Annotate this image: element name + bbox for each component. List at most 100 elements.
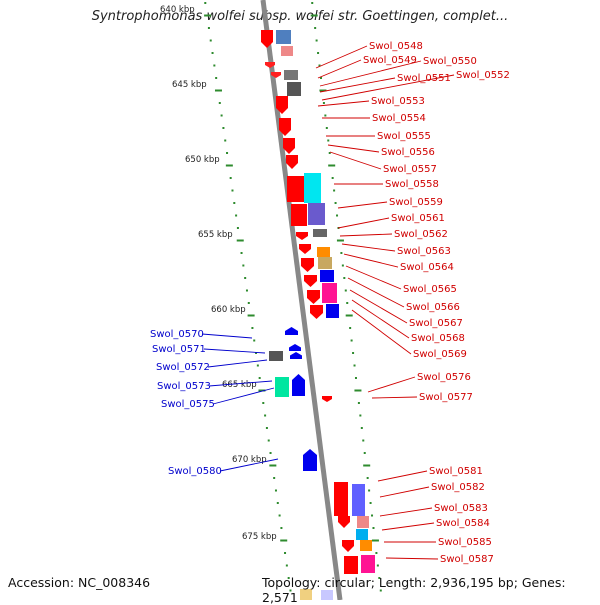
gene-box	[344, 556, 358, 574]
gene-arrow	[279, 118, 291, 136]
gene-box	[317, 247, 330, 257]
leader-line	[379, 507, 433, 517]
tick	[269, 452, 272, 454]
tick	[269, 464, 277, 467]
tick	[245, 289, 248, 292]
tick	[341, 264, 344, 267]
tick	[258, 377, 261, 379]
tick	[222, 127, 225, 129]
tick	[251, 327, 254, 329]
tick	[319, 77, 322, 79]
tick	[285, 564, 288, 567]
tick	[344, 289, 347, 292]
leader-line	[385, 557, 439, 560]
leader-line	[201, 333, 253, 339]
tick	[247, 302, 250, 304]
gene-labels: Swol_0548 Swol_0549 Swol_0550 Swol_0551 Swol…	[150, 41, 510, 565]
leader-line	[203, 348, 266, 354]
gene-box	[326, 304, 339, 318]
gene-box	[300, 589, 312, 600]
gene-label-forward: Swol_0551	[397, 73, 451, 84]
tick	[213, 64, 216, 67]
tick	[352, 352, 355, 354]
tick	[362, 439, 365, 442]
tick	[376, 564, 379, 567]
leader-line	[317, 59, 362, 79]
tick	[311, 2, 314, 4]
gene-box	[357, 516, 369, 528]
tick	[363, 452, 366, 454]
tick	[315, 39, 318, 42]
tick	[378, 577, 381, 579]
tick	[375, 552, 378, 554]
gene-box	[356, 529, 368, 540]
gene-arrow	[342, 540, 354, 552]
gene-arrow	[265, 62, 275, 68]
tick	[314, 27, 317, 29]
gene-label-forward: Swol_0568	[411, 333, 465, 344]
gene-label-forward: Swol_0559	[389, 197, 443, 208]
scale-label: 660 kbp	[211, 305, 246, 315]
tick	[354, 377, 357, 379]
tick	[258, 389, 266, 392]
tick	[336, 214, 339, 217]
gene-label-forward: Swol_0582	[431, 482, 485, 493]
tick	[236, 239, 244, 242]
leader-line	[381, 522, 435, 531]
leader-line	[327, 144, 380, 153]
gene-label-forward: Swol_0587	[440, 554, 494, 565]
gene-box	[321, 590, 333, 600]
gene-label-reverse: Swol_0573	[157, 381, 211, 392]
tick	[371, 514, 374, 517]
tick	[371, 539, 379, 542]
gene-box	[275, 377, 289, 397]
tick	[244, 277, 247, 279]
gene-label-forward: Swol_0553	[371, 96, 425, 107]
gene-label-forward: Swol_0576	[417, 372, 471, 383]
tick	[360, 427, 363, 429]
gene-label-forward: Swol_0561	[391, 213, 445, 224]
leader-line	[212, 387, 275, 405]
gene-arrow	[261, 30, 273, 48]
gene-label-forward: Swol_0583	[434, 503, 488, 514]
scale-label: 650 kbp	[185, 155, 220, 165]
tick	[204, 2, 207, 4]
gene-box	[287, 176, 305, 202]
gene-label-forward: Swol_0569	[413, 349, 467, 360]
leader-line	[367, 376, 416, 393]
tick	[240, 252, 243, 254]
gene-arrow	[290, 352, 302, 359]
gene-box	[281, 46, 293, 56]
gene-label-forward: Swol_0556	[381, 147, 435, 158]
scale-label: 640 kbp	[160, 5, 195, 15]
leader-line	[349, 289, 408, 324]
leader-line	[351, 299, 410, 339]
tick	[233, 202, 236, 204]
accession-label: Accession: NC_008346	[8, 575, 151, 590]
gene-arrow	[271, 72, 281, 78]
leader-line	[319, 77, 396, 93]
gene-box	[284, 70, 298, 80]
tick	[346, 302, 349, 304]
tick	[317, 52, 320, 54]
leader-line	[351, 309, 412, 355]
leader-line	[341, 243, 396, 252]
tick	[359, 414, 362, 417]
tick	[331, 177, 334, 179]
scale-label: 655 kbp	[198, 230, 233, 240]
tick	[280, 539, 288, 542]
gene-arrow	[299, 244, 311, 254]
gene-features	[261, 30, 375, 600]
gene-arrow	[283, 138, 295, 154]
tick	[289, 589, 292, 592]
gene-arrow	[276, 96, 288, 114]
tick	[226, 152, 229, 154]
tick	[236, 227, 239, 229]
leader-line	[371, 396, 418, 399]
gene-label-forward: Swol_0549	[363, 55, 417, 66]
tick	[265, 427, 268, 429]
tick	[319, 89, 327, 92]
tick	[325, 127, 328, 129]
tick	[310, 14, 318, 17]
